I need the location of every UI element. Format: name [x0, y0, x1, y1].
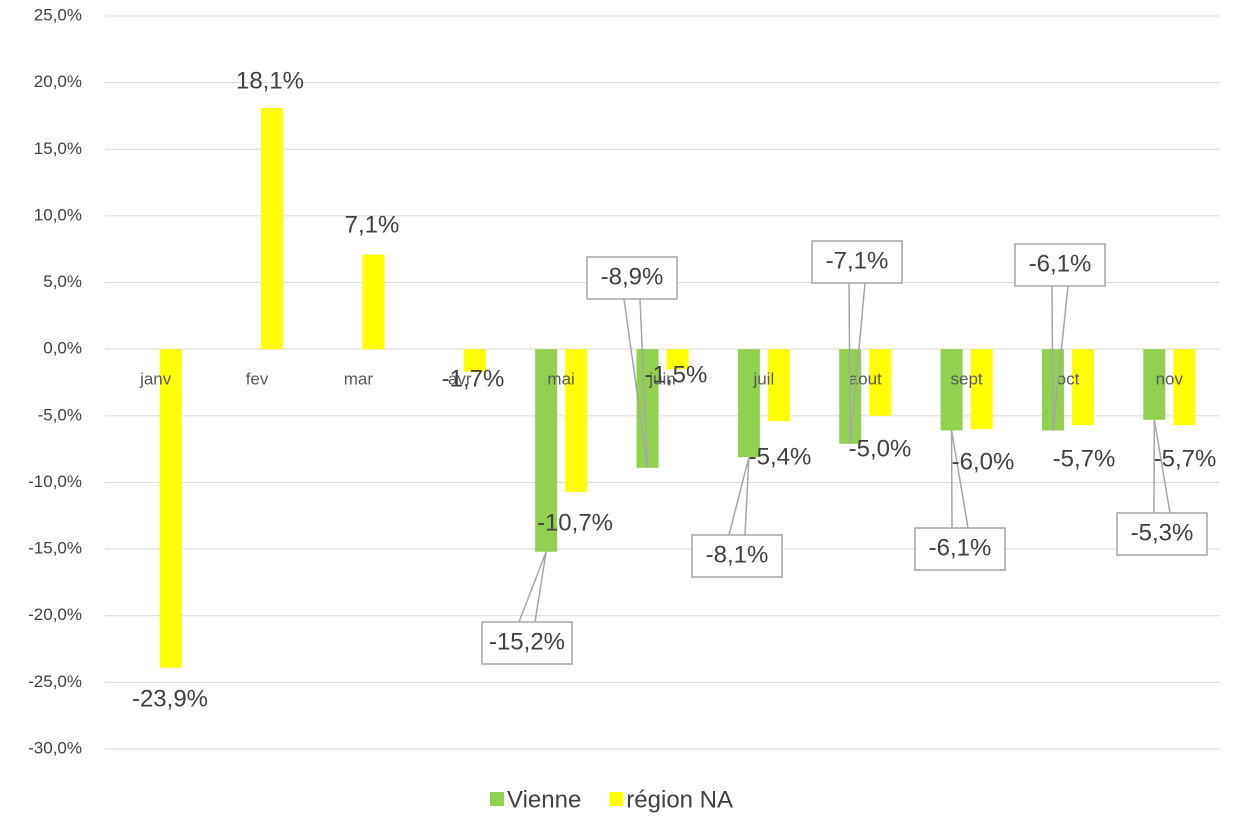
- callout-leader: [623, 298, 649, 468]
- data-label: -15,2%: [489, 628, 565, 655]
- y-tick-label: -5,0%: [38, 405, 82, 424]
- data-label: -1,5%: [645, 361, 708, 388]
- legend-label: Vienne: [507, 786, 581, 813]
- y-tick-label: 5,0%: [43, 272, 82, 291]
- x-tick-label: janv: [139, 369, 172, 388]
- bar: [767, 349, 790, 422]
- data-label: -6,0%: [952, 448, 1015, 475]
- bar: [565, 349, 588, 492]
- data-label: -5,0%: [849, 435, 912, 462]
- bar: [159, 349, 182, 668]
- callout-box: [914, 527, 1006, 571]
- x-tick-label: juil: [752, 369, 774, 388]
- callout-box: [1014, 243, 1106, 287]
- y-tick-label: -15,0%: [28, 539, 82, 558]
- x-tick-label: mar: [344, 369, 374, 388]
- bar: [261, 107, 284, 350]
- callout-leader: [848, 282, 866, 444]
- data-label: -8,1%: [706, 541, 769, 568]
- x-tick-label: mai: [547, 369, 574, 388]
- bar: [869, 349, 892, 416]
- y-tick-label: 25,0%: [34, 5, 82, 24]
- bar: [362, 254, 385, 350]
- bar: [1071, 349, 1094, 426]
- data-label: 7,1%: [345, 211, 400, 238]
- legend-swatch: [609, 792, 624, 806]
- bar: [666, 349, 689, 370]
- x-tick-label: nov: [1156, 369, 1184, 388]
- x-tick-label: sept: [951, 369, 983, 388]
- callout-box: [1116, 512, 1208, 556]
- bar: [737, 349, 760, 458]
- callout-leader: [950, 430, 969, 529]
- bar: [463, 349, 486, 372]
- x-tick-label: avr: [448, 369, 472, 388]
- x-tick-label: fev: [246, 369, 269, 388]
- data-label: -5,3%: [1131, 519, 1194, 546]
- legend-label: région NA: [626, 786, 733, 813]
- callout-box: [586, 256, 678, 300]
- data-label: -10,7%: [537, 509, 613, 536]
- callout-box: [691, 534, 783, 578]
- y-tick-label: 20,0%: [34, 72, 82, 91]
- legend-swatch: [490, 792, 504, 806]
- y-tick-label: -25,0%: [28, 672, 82, 691]
- callout-leader: [518, 551, 547, 623]
- data-label: 18,1%: [236, 67, 304, 94]
- y-tick-label: 10,0%: [34, 205, 82, 224]
- callout-box: [481, 621, 573, 665]
- bar: [1143, 349, 1166, 420]
- data-label: -5,4%: [749, 443, 812, 470]
- y-tick-label: -20,0%: [28, 605, 82, 624]
- x-tick-label: oct: [1057, 369, 1080, 388]
- y-tick-label: 15,0%: [34, 139, 82, 158]
- data-label: -8,9%: [601, 263, 664, 290]
- y-tick-label: -30,0%: [28, 738, 82, 757]
- data-label: -23,9%: [132, 685, 208, 712]
- callout-leader: [1153, 419, 1171, 514]
- data-label: -6,1%: [929, 534, 992, 561]
- data-label: -5,7%: [1053, 445, 1116, 472]
- x-tick-label: aout: [849, 369, 882, 388]
- callout-leader: [728, 456, 750, 536]
- data-label: -1,7%: [442, 365, 505, 392]
- bar: [970, 349, 993, 430]
- y-tick-label: 0,0%: [43, 339, 82, 358]
- y-tick-label: -10,0%: [28, 472, 82, 491]
- callout-leader: [1051, 285, 1069, 431]
- bar: [940, 349, 963, 431]
- bar: [535, 349, 558, 552]
- callout-box: [811, 240, 903, 284]
- x-tick-label: juin: [648, 369, 675, 388]
- bar: [1173, 349, 1196, 426]
- data-label: -5,7%: [1154, 445, 1217, 472]
- data-label: -7,1%: [826, 247, 889, 274]
- data-label: -6,1%: [1029, 250, 1092, 277]
- bar: [636, 349, 659, 468]
